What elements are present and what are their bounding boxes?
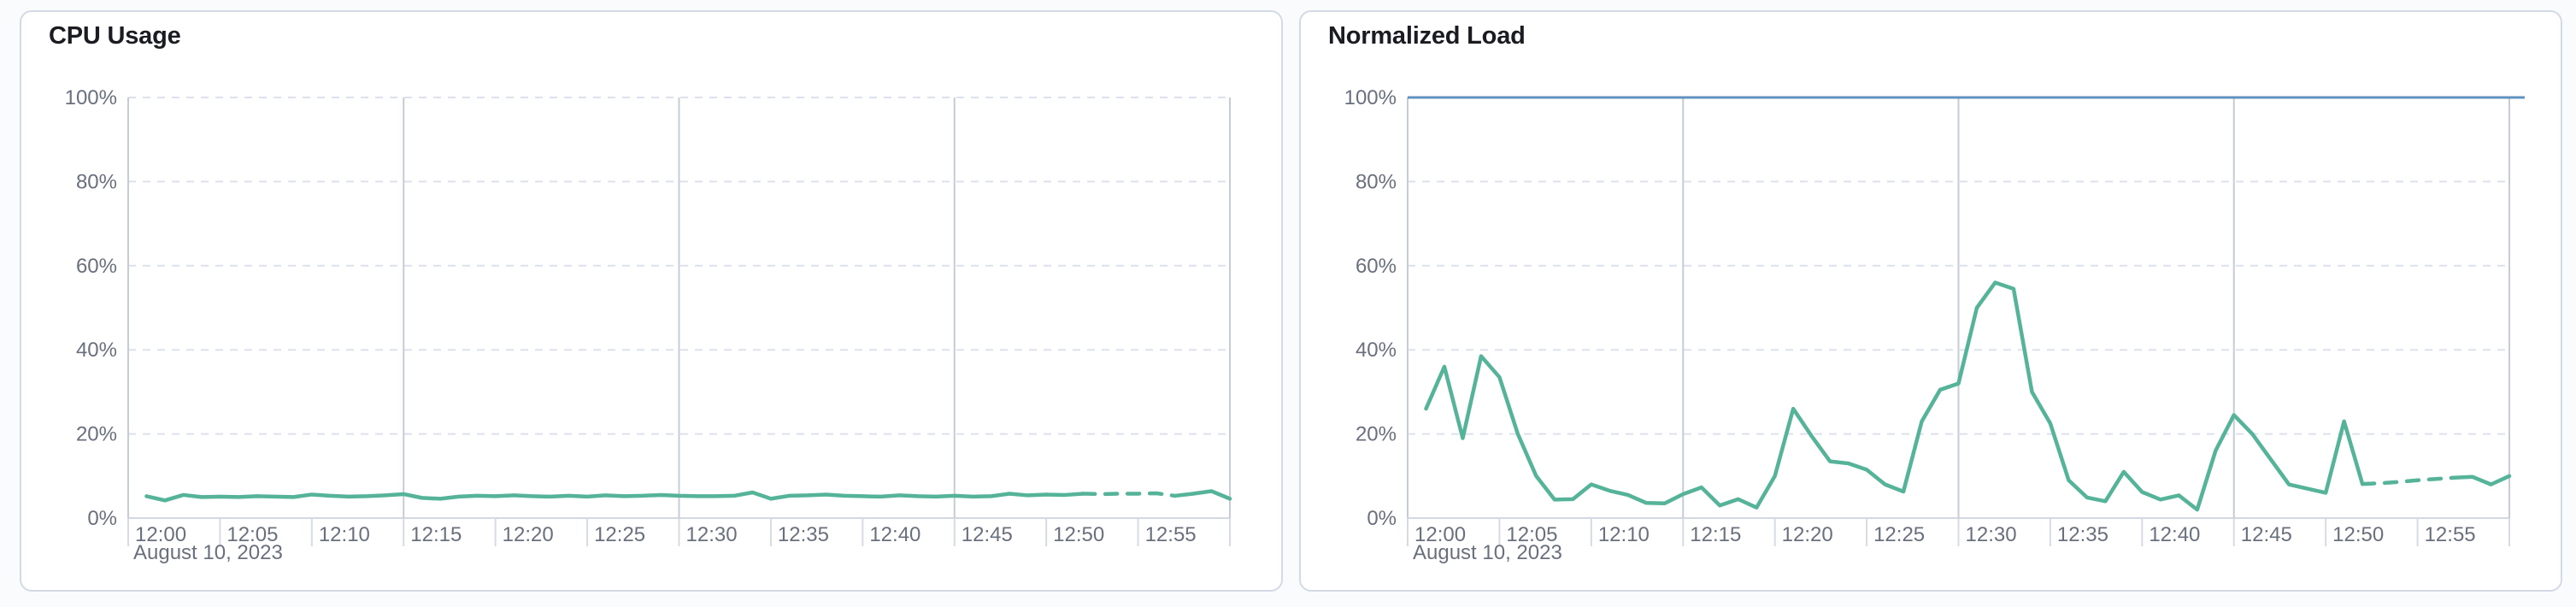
x-tick-label: 12:30 — [686, 523, 738, 546]
x-tick-label: 12:15 — [410, 523, 462, 546]
x-tick-label: 12:00 — [1414, 523, 1466, 546]
x-tick-label: 12:30 — [1966, 523, 2017, 546]
y-tick-label: 80% — [76, 170, 117, 193]
x-tick-label: 12:35 — [2057, 523, 2108, 546]
normalized-load-line — [2452, 474, 2512, 486]
y-tick-label: 40% — [1356, 339, 1397, 362]
x-tick-label: 12:00 — [135, 523, 186, 546]
y-tick-label: 0% — [87, 507, 117, 530]
x-tick-label: 12:25 — [594, 523, 645, 546]
y-tick-label: 0% — [1367, 507, 1397, 530]
cpu-usage-line-dashed — [1080, 491, 1177, 498]
y-tick-label: 100% — [65, 86, 117, 109]
cpu-usage-card-title: CPU Usage — [49, 22, 181, 50]
x-tick-label: 12:50 — [1053, 523, 1104, 546]
y-axis-labels: 0% 20% 40% 60% 80% 100% — [1344, 86, 1397, 530]
x-axis-labels: 12:00 12:05 12:10 12:15 12:20 12:25 12:30 12:35… — [127, 518, 1231, 564]
x-axis-labels: 12:00 12:05 12:10 12:15 12:20 12:25 12:30 12:35… — [1407, 518, 2510, 564]
x-tick-label: 12:05 — [226, 523, 278, 546]
y-tick-label: 40% — [76, 339, 117, 362]
date-label: August 10, 2023 — [1413, 541, 1562, 564]
x-tick-label: 12:40 — [869, 523, 920, 546]
normalized-load-line-dashed — [2360, 475, 2456, 486]
cpu-usage-line — [1173, 489, 1232, 501]
y-tick-label: 20% — [1356, 423, 1397, 446]
date-label: August 10, 2023 — [133, 541, 283, 564]
y-tick-label: 60% — [1356, 255, 1397, 278]
gridlines — [1407, 97, 2510, 519]
x-tick-label: 12:10 — [319, 523, 370, 546]
normalized-load-card: Normalized Load 12:00 12:05 12:10 12:15 12:2… — [1299, 10, 2562, 592]
x-tick-label: 12:10 — [1598, 523, 1650, 546]
normalized-load-chart[interactable]: 12:00 12:05 12:10 12:15 12:20 12:25 12:30 12:35… — [1301, 12, 2561, 590]
cpu-usage-line — [144, 490, 1085, 503]
x-tick-label: 12:55 — [2425, 523, 2476, 546]
dashboard-cards-row: CPU Usage 12:00 12:05 12:10 12:15 12:20 12:25… — [20, 10, 2562, 592]
x-tick-label: 12:20 — [1782, 523, 1833, 546]
x-tick-label: 12:25 — [1873, 523, 1925, 546]
cpu-usage-card: CPU Usage 12:00 12:05 12:10 12:15 12:20 12:25… — [20, 10, 1283, 592]
cpu-usage-chart[interactable]: 12:00 12:05 12:10 12:15 12:20 12:25 12:30 12:35… — [21, 12, 1281, 590]
x-tick-label: 12:45 — [962, 523, 1013, 546]
normalized-load-card-title: Normalized Load — [1328, 22, 1526, 50]
y-tick-label: 100% — [1344, 86, 1397, 109]
x-tick-label: 12:20 — [503, 523, 554, 546]
x-tick-label: 12:40 — [2149, 523, 2200, 546]
x-tick-label: 12:35 — [778, 523, 829, 546]
y-tick-label: 60% — [76, 255, 117, 278]
y-tick-label: 20% — [76, 423, 117, 446]
y-tick-label: 80% — [1356, 170, 1397, 193]
gridlines — [127, 97, 1231, 519]
x-tick-label: 12:15 — [1690, 523, 1741, 546]
x-tick-label: 12:05 — [1506, 523, 1557, 546]
x-tick-label: 12:45 — [2241, 523, 2292, 546]
x-tick-label: 12:55 — [1145, 523, 1197, 546]
normalized-load-line — [1424, 280, 2365, 512]
x-tick-label: 12:50 — [2332, 523, 2384, 546]
y-axis-labels: 0% 20% 40% 60% 80% 100% — [65, 86, 117, 530]
